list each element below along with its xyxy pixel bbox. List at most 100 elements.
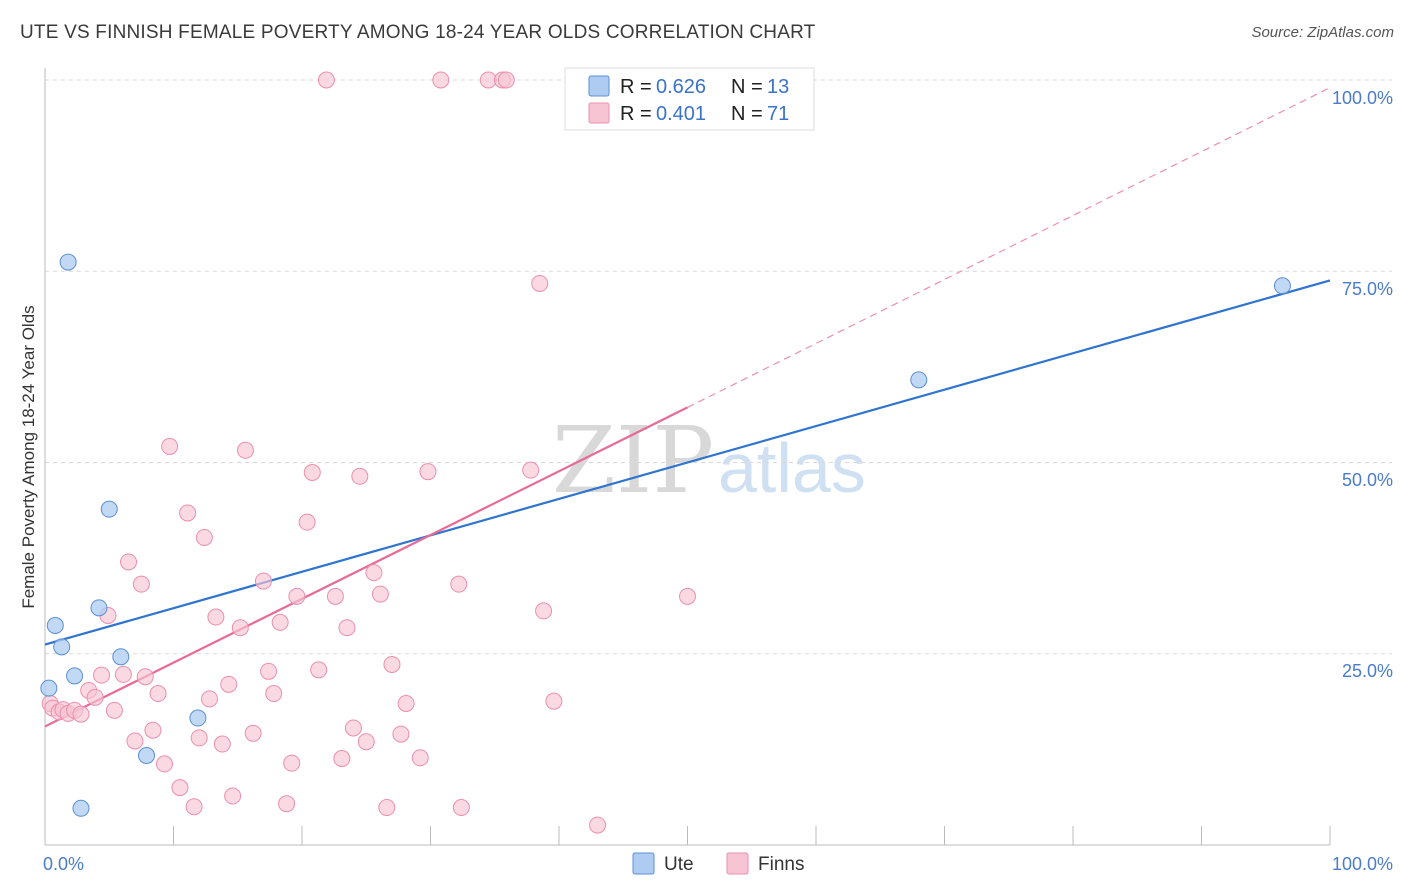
y-tick-label-75: 75.0%: [1342, 279, 1393, 299]
finns-point-43: [310, 661, 328, 679]
finns-point-15: [132, 575, 150, 593]
finns-point-53: [378, 799, 396, 817]
finns-point-65: [522, 461, 540, 479]
finns-point-55: [392, 725, 410, 743]
bottom-legend-ute-label: Ute: [664, 854, 694, 875]
finns-point-29: [220, 675, 238, 693]
finns-point-26: [200, 690, 218, 708]
finns-point-24: [190, 729, 208, 747]
ute-point-7: [100, 500, 118, 518]
finns-point-20: [161, 437, 179, 455]
ute-point-4: [66, 667, 84, 685]
finns-point-61: [450, 575, 468, 593]
finns-point-56: [397, 694, 415, 712]
correlation-legend: R = 0.626 N = 13 R = 0.401 N = 71: [564, 67, 815, 131]
finns-point-21: [171, 779, 189, 797]
finns-point-44: [317, 71, 335, 89]
finns-point-9: [93, 666, 111, 684]
y-tick-label-100: 100.0%: [1332, 88, 1393, 108]
chart-title: UTE VS FINNISH FEMALE POVERTY AMONG 18-2…: [20, 22, 816, 43]
finns-point-25: [195, 528, 213, 546]
ute-point-1: [46, 616, 64, 634]
finns-point-14: [126, 732, 144, 750]
watermark-zip: ZIP: [552, 407, 714, 514]
legend-swatch-finn: [588, 102, 610, 124]
ute-point-11: [910, 371, 928, 389]
finns-point-31: [231, 619, 249, 637]
legend-finn-n-value: 71: [767, 103, 789, 125]
legend-finn-r-value: 0.401: [656, 103, 706, 125]
legend-ute-r-label: R =: [620, 76, 652, 98]
ute-point-10: [189, 709, 207, 727]
finns-point-71: [679, 587, 696, 605]
bottom-legend-swatch-ute: [632, 852, 655, 875]
finns-point-19: [156, 755, 174, 773]
finns-point-46: [333, 750, 351, 768]
finns-point-42: [303, 463, 321, 481]
finns-point-40: [288, 587, 306, 605]
legend-ute-r-value: 0.626: [656, 76, 706, 98]
chart-source: Source: ZipAtlas.com: [1251, 24, 1394, 41]
finns-point-48: [344, 719, 362, 737]
finns-point-45: [326, 587, 344, 605]
finns-point-70: [589, 816, 607, 834]
finns-point-50: [357, 733, 375, 751]
y-tick-label-25: 25.0%: [1342, 661, 1393, 681]
ute-point-3: [59, 253, 77, 271]
finns-point-51: [365, 564, 383, 582]
finns-point-34: [254, 572, 272, 590]
finns-point-59: [432, 71, 450, 89]
legend-finn-n-label: N =: [731, 103, 763, 125]
finns-point-49: [351, 467, 369, 485]
ute-point-6: [90, 599, 108, 617]
series-legend: Ute Finns: [632, 852, 804, 875]
legend-finn-r-label: R =: [620, 103, 652, 125]
finns-point-60: [452, 799, 470, 817]
bottom-legend-swatch-finn: [726, 852, 749, 875]
finns-point-35: [260, 662, 278, 680]
finns-points: [41, 71, 696, 834]
ute-point-0: [40, 679, 58, 697]
ute-point-8: [112, 648, 130, 666]
ute-point-2: [53, 638, 71, 656]
finns-point-30: [224, 787, 242, 805]
axes: [44, 68, 1331, 846]
ute-points: [40, 253, 1291, 817]
finns-point-54: [383, 655, 401, 673]
finns-point-18: [149, 685, 167, 703]
finns-point-23: [185, 798, 203, 816]
y-axis-label: Female Poverty Among 18-24 Year Olds: [19, 305, 38, 608]
finns-point-28: [213, 735, 231, 753]
finns-point-8: [86, 688, 104, 706]
finns-point-32: [236, 441, 254, 459]
finns-point-6: [72, 705, 90, 723]
bottom-legend-finn-label: Finns: [758, 854, 804, 875]
finns-point-36: [265, 685, 283, 703]
finns-point-37: [271, 613, 289, 631]
finns-point-11: [105, 701, 123, 719]
x-tick-label-100: 100.0%: [1332, 854, 1393, 874]
legend-ute-n-value: 13: [767, 76, 789, 98]
finns-point-41: [298, 513, 316, 531]
finns-point-17: [144, 721, 162, 739]
legend-swatch-ute: [588, 75, 610, 97]
finns-point-33: [244, 724, 262, 742]
finns-point-66: [531, 274, 549, 292]
finns-point-58: [419, 463, 437, 481]
finns-point-12: [114, 665, 132, 683]
ute-point-5: [72, 799, 90, 817]
finns-point-62: [479, 71, 497, 89]
watermark-atlas: atlas: [718, 429, 866, 507]
finns-point-13: [120, 553, 138, 571]
finns-point-39: [283, 754, 301, 772]
gridlines: [45, 79, 1392, 655]
x-tick-label-0: 0.0%: [43, 854, 84, 874]
finns-point-64: [497, 71, 515, 89]
finns-trend-extension: [687, 87, 1331, 408]
finns-point-67: [535, 602, 553, 620]
finns-point-16: [136, 668, 154, 686]
finns-point-47: [338, 619, 356, 637]
finns-point-57: [411, 749, 429, 767]
finns-point-22: [179, 504, 197, 522]
